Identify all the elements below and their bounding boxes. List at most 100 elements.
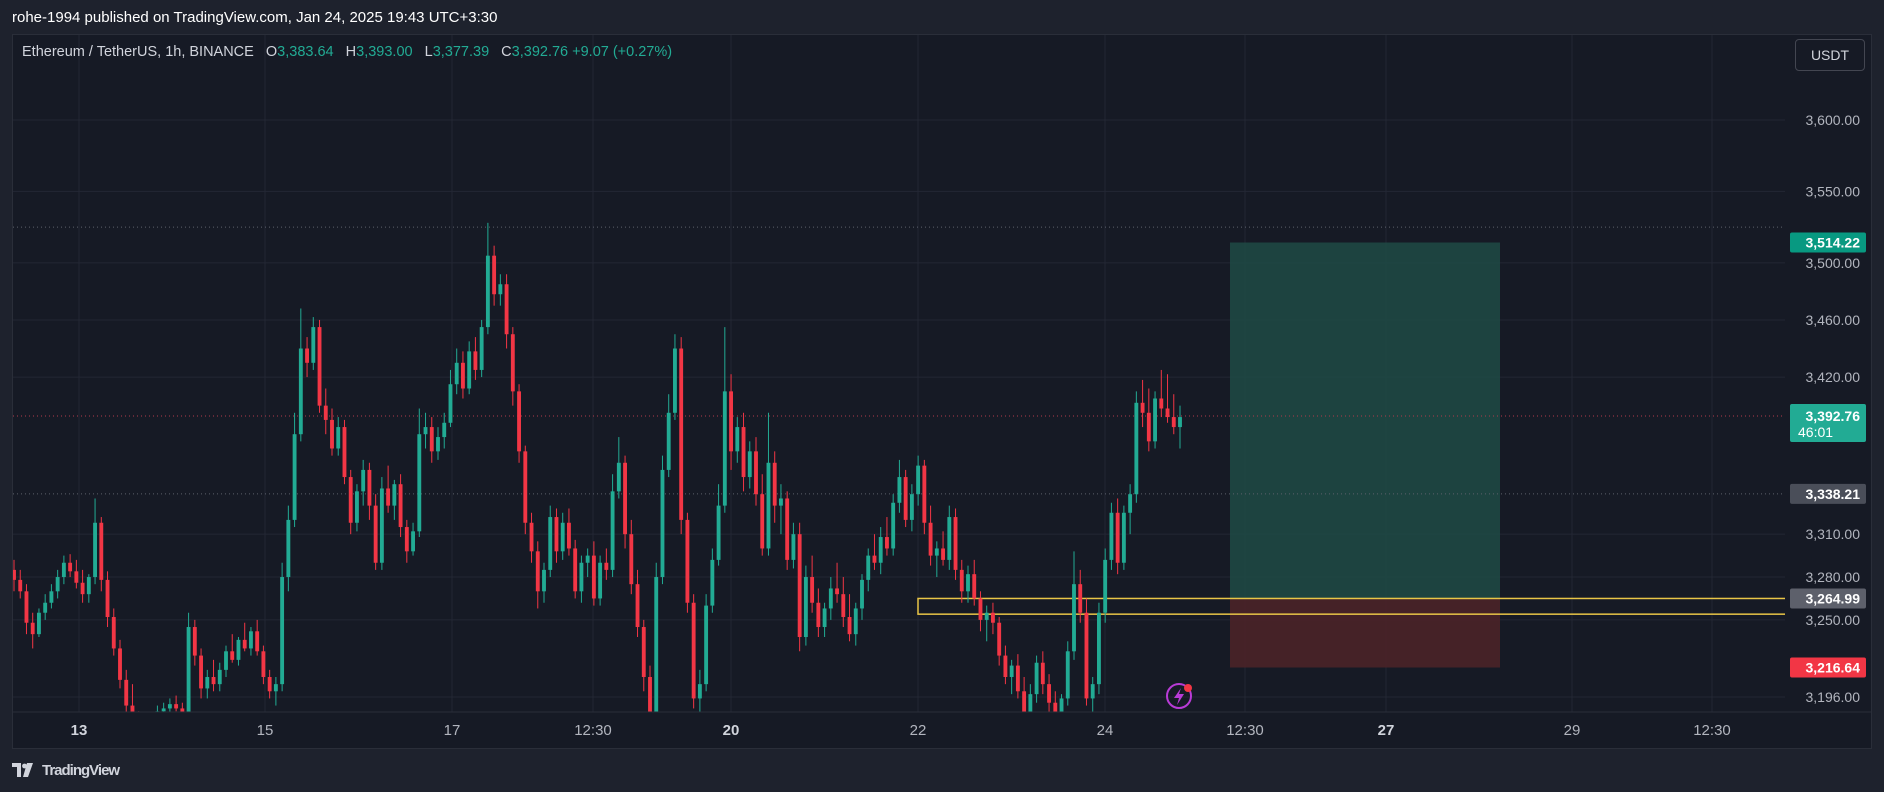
candle-body: [604, 562, 609, 570]
candle-body: [828, 588, 833, 609]
candle-body: [878, 537, 883, 563]
candle-body: [348, 477, 353, 523]
candle-body: [685, 519, 690, 603]
candle-body: [1065, 651, 1070, 699]
candle-body: [623, 462, 627, 535]
candle-body: [186, 627, 191, 712]
candle-body: [143, 726, 147, 732]
candle-body: [224, 651, 228, 670]
candle-body: [785, 498, 790, 560]
candle-body: [49, 591, 54, 603]
candle-body: [367, 469, 372, 506]
candle-body: [230, 651, 235, 660]
lightning-icon-ring: [1166, 683, 1192, 709]
time-axis-label: 27: [1378, 722, 1395, 739]
candle-body: [972, 574, 977, 599]
candle-body: [1028, 694, 1033, 712]
candle-body: [1171, 417, 1176, 428]
candle-body: [429, 427, 434, 452]
candle-body: [641, 627, 646, 678]
candle-body: [860, 579, 864, 609]
countdown-text: 46:01: [1798, 424, 1833, 440]
candle-body: [542, 569, 546, 592]
price-axis-label: 3,550.00: [1806, 183, 1861, 199]
candle-body: [298, 348, 303, 435]
candle-body: [149, 717, 153, 726]
candle-body: [722, 391, 727, 506]
time-axis-label: 12:30: [1693, 722, 1731, 739]
candle-body: [1109, 512, 1114, 560]
candle-body: [485, 255, 490, 328]
candle-body: [467, 351, 472, 389]
footer-brand[interactable]: TradingView: [42, 761, 120, 779]
publisher-header: rohe-1994 published on TradingView.com, …: [0, 0, 1884, 34]
target-zone: [1230, 242, 1500, 599]
candle-body: [554, 517, 559, 552]
candle-body: [1103, 559, 1108, 613]
candle-body: [273, 684, 278, 692]
candle-body: [111, 617, 116, 649]
chart-panel[interactable]: [12, 34, 1872, 749]
candle-body: [897, 477, 902, 503]
candle-body: [529, 522, 534, 552]
time-axis-label: 12:30: [1226, 722, 1264, 739]
price-label-text: 3,514.22: [1806, 235, 1861, 251]
time-axis-label: 20: [723, 722, 740, 739]
candle-body: [510, 334, 515, 392]
candle-body: [585, 555, 590, 563]
lightning-icon[interactable]: [1166, 683, 1192, 709]
candle-body: [55, 577, 60, 592]
candle-body: [741, 427, 746, 478]
candle-body: [1128, 494, 1133, 513]
candle-body: [704, 605, 709, 685]
price-axis-label: 3,420.00: [1806, 369, 1861, 385]
tradingview-logo-icon[interactable]: [12, 763, 36, 777]
stop-zone: [1230, 598, 1500, 668]
footer: TradingView: [12, 757, 120, 783]
candle-body: [754, 451, 758, 495]
candle-body: [1072, 584, 1076, 652]
candle-body: [68, 562, 73, 572]
candle-body: [847, 617, 852, 635]
candle-body: [903, 477, 908, 520]
candle-body: [673, 348, 677, 413]
price-axis-label: 3,600.00: [1806, 112, 1861, 128]
candle-body: [242, 639, 247, 649]
candle-body: [791, 534, 796, 560]
candle-body: [1153, 398, 1157, 442]
candle-body: [211, 677, 216, 685]
candle-body: [1084, 612, 1089, 699]
candle-body: [30, 622, 35, 635]
candle-body: [966, 574, 970, 592]
candle-body: [947, 517, 952, 560]
price-label-badge: [1790, 483, 1866, 504]
candle-body: [816, 602, 821, 628]
candle-body: [1121, 512, 1126, 563]
candle-body: [729, 391, 733, 452]
candle-body: [616, 462, 621, 492]
symbol-title[interactable]: Ethereum / TetherUS, 1h, BINANCE: [22, 44, 254, 60]
candle-body: [105, 579, 110, 618]
candle-body: [679, 348, 684, 520]
price-axis-label: 3,310.00: [1806, 526, 1861, 542]
candle-body: [492, 255, 497, 295]
candle-body: [317, 327, 322, 406]
candle-body: [666, 412, 671, 470]
candle-body: [598, 562, 603, 599]
price-label-text: 3,264.99: [1806, 590, 1861, 606]
time-axis-label: 15: [257, 722, 274, 739]
close-label: C: [501, 44, 512, 60]
candle-body: [473, 351, 478, 370]
price-axis-label: 3,460.00: [1806, 312, 1861, 328]
published-text: rohe-1994 published on TradingView.com, …: [12, 9, 498, 26]
candle-body: [760, 494, 765, 549]
candle-body: [236, 639, 241, 660]
candle-body: [1034, 662, 1039, 695]
candle-body: [997, 622, 1002, 656]
candle-body: [1178, 417, 1182, 428]
candle-body: [1040, 662, 1045, 685]
currency-button[interactable]: USDT: [1795, 39, 1865, 71]
candle-body: [280, 577, 285, 685]
candle-body: [249, 631, 253, 649]
